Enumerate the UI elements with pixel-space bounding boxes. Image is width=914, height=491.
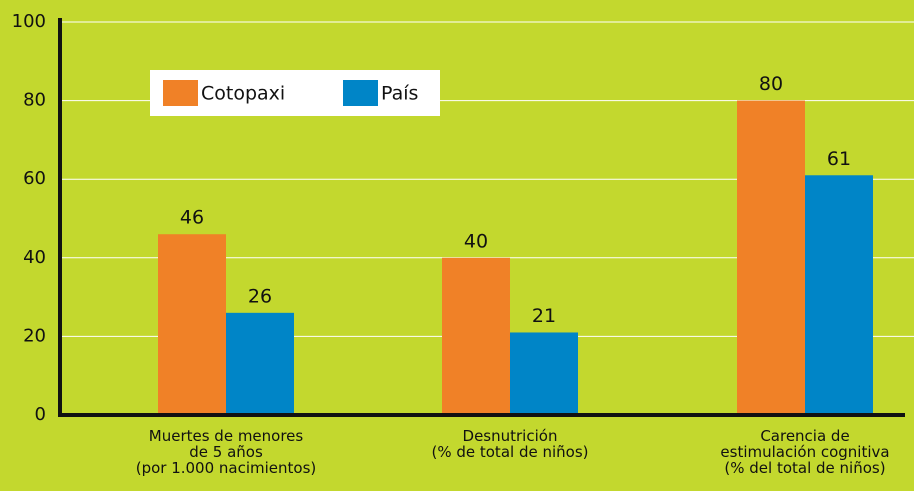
data-label: 26 [248,285,272,307]
x-tick-label: Desnutrición (% de total de niños) [431,427,589,461]
legend-label: País [381,83,418,105]
bar [510,332,578,415]
y-tick-label: 80 [23,90,46,111]
legend-swatch [343,80,378,106]
data-label: 61 [827,148,851,170]
bar [737,100,805,415]
x-tick-label: Muertes de menores de 5 años (por 1.000 … [135,427,317,477]
legend-label: Cotopaxi [201,83,285,105]
data-label: 80 [759,73,783,95]
bar [226,312,294,415]
bar [158,234,226,415]
data-label: 46 [180,207,204,229]
y-tick-label: 40 [23,247,46,268]
y-tick-label: 20 [23,325,46,346]
bar [805,175,873,415]
legend-box [150,70,440,116]
legend-swatch [163,80,198,106]
data-label: 40 [464,230,488,252]
bar [442,257,510,415]
y-tick-label: 100 [12,11,46,32]
y-tick-label: 60 [23,168,46,189]
data-label: 21 [532,305,556,327]
y-tick-label: 0 [35,404,46,425]
x-tick-label: Carencia de estimulación cognitiva (% de… [720,427,890,477]
